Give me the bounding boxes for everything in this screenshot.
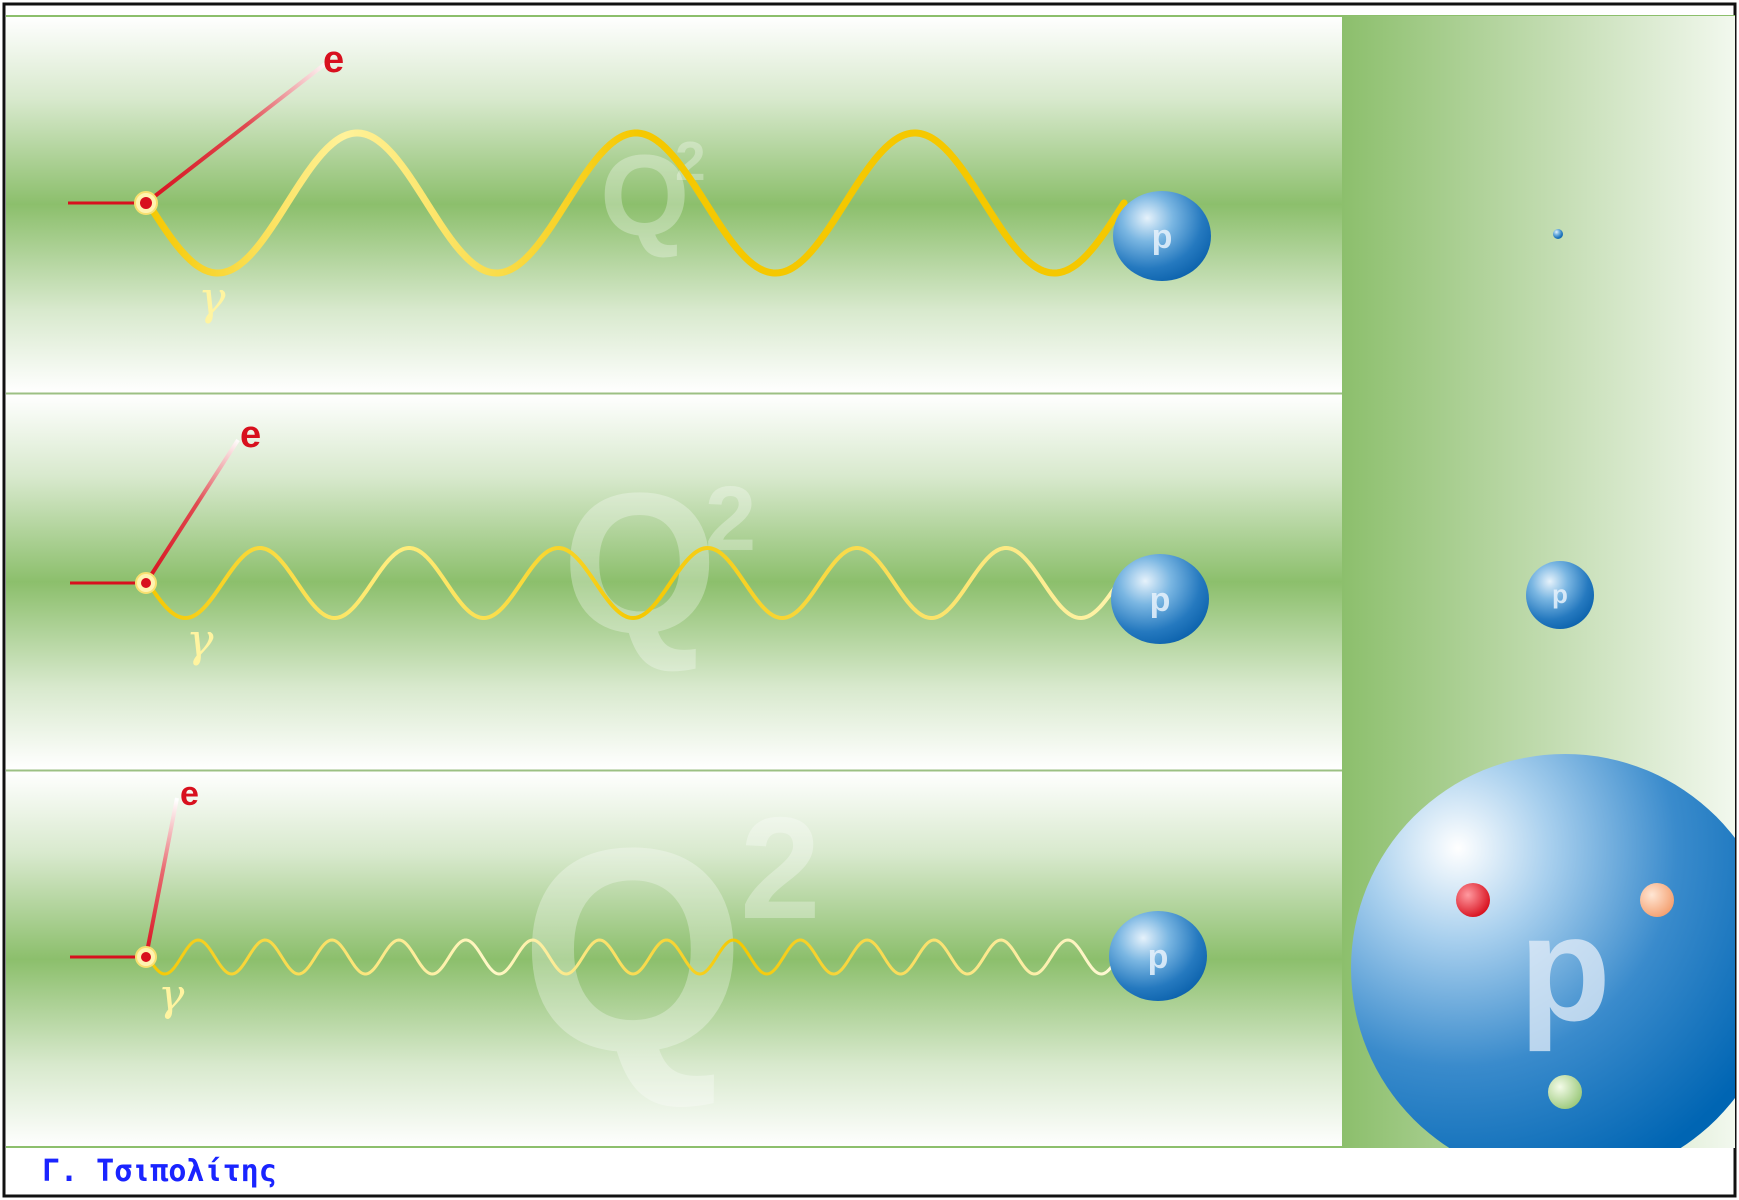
photon-wave	[146, 938, 1120, 976]
small-proton-label: p	[1552, 579, 1568, 609]
large-proton-label: p	[1519, 884, 1611, 1052]
proton-ball	[1109, 911, 1207, 1001]
proton-label: p	[1150, 581, 1171, 619]
electron-label: e	[180, 775, 199, 813]
vertex-dot	[141, 952, 151, 962]
panel-1: Q 2 e γ p	[68, 39, 1211, 325]
q-squared-letter: Q	[562, 452, 718, 675]
panel-2: Q 2 e γ p	[70, 414, 1209, 675]
large-proton	[1351, 754, 1735, 1148]
quark-green	[1548, 1075, 1582, 1109]
photon-label: γ	[158, 970, 185, 1021]
electron-label: e	[240, 414, 261, 456]
photon-label: γ	[198, 271, 226, 325]
author-credit: Γ. Τσιπολίτης	[42, 1154, 277, 1189]
vertex-dot	[141, 578, 151, 588]
scattered-electron-line	[144, 438, 240, 585]
photon-wave	[146, 545, 1120, 621]
scattered-electron-line	[144, 797, 179, 958]
electron-label: e	[323, 39, 344, 81]
photon-wave	[144, 129, 1128, 277]
small-proton	[1526, 561, 1594, 629]
q-squared-exponent: 2	[705, 468, 756, 570]
proton-ball	[1113, 191, 1211, 281]
proton-ball	[1111, 554, 1209, 644]
proton-label: p	[1148, 938, 1169, 976]
side-column: p p	[1351, 229, 1735, 1148]
quark-red	[1456, 883, 1490, 917]
panel-3: Q 2 e γ p	[70, 775, 1207, 1112]
q-squared-exponent: 2	[740, 787, 821, 949]
q-squared-letter: Q	[520, 788, 746, 1112]
photon-label: γ	[186, 613, 214, 667]
vertex-dot	[140, 197, 152, 209]
scattered-electron-line	[144, 62, 327, 205]
quark-orange	[1640, 883, 1674, 917]
proton-label: p	[1152, 218, 1173, 256]
tiny-proton	[1553, 229, 1563, 239]
